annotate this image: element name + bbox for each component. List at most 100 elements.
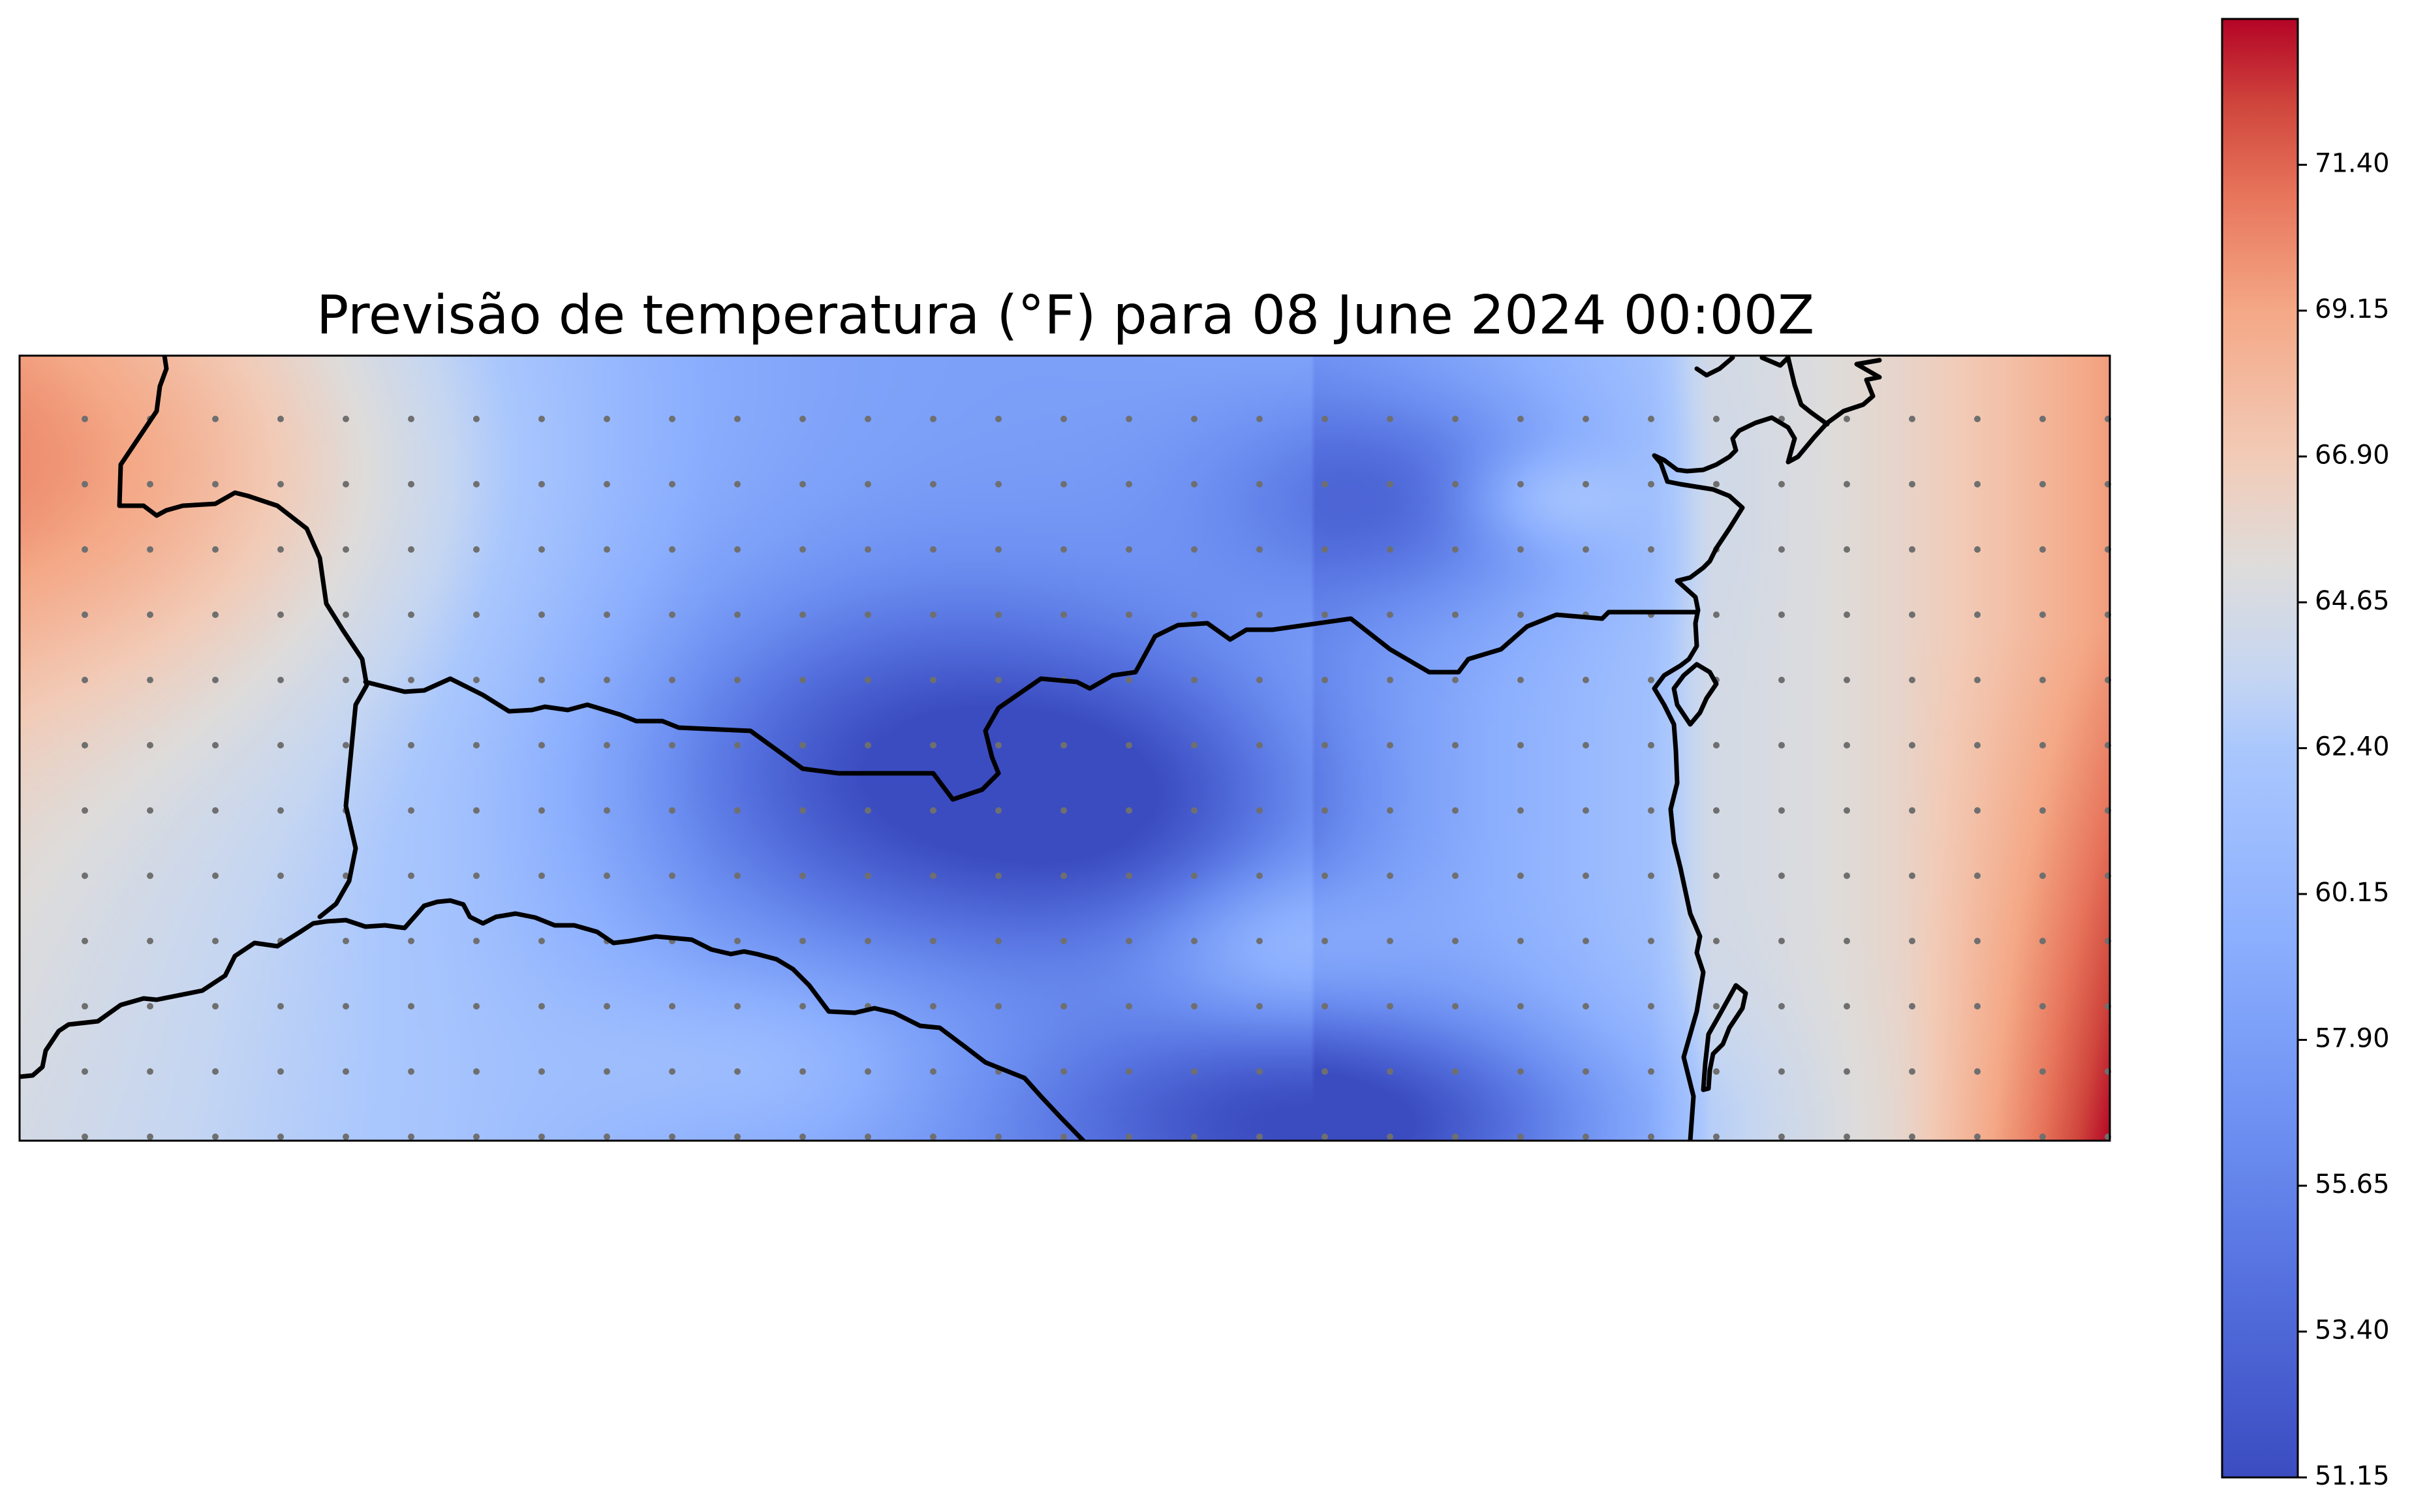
- grid-point: [82, 481, 88, 487]
- grid-point: [1778, 611, 1785, 618]
- grid-point: [1909, 611, 1915, 618]
- grid-point: [343, 872, 349, 879]
- grid-point: [865, 807, 871, 814]
- grid-point: [799, 742, 806, 748]
- colorbar-ticks: 51.15 53.40 55.65 57.90 60.15 62.40 64.65 66.90…: [2298, 149, 2390, 1491]
- grid-point: [604, 872, 610, 879]
- grid-point: [1517, 807, 1524, 814]
- grid-point: [212, 611, 219, 618]
- grid-point: [1452, 416, 1459, 422]
- grid-point: [2039, 546, 2046, 553]
- grid-point: [82, 742, 88, 748]
- map-title: Previsão de temperatura (°F) para 08 Jun…: [316, 285, 1815, 347]
- grid-point: [1844, 677, 1850, 683]
- grid-point: [343, 416, 349, 422]
- grid-point: [1060, 481, 1067, 487]
- grid-point: [930, 1134, 936, 1140]
- grid-point: [408, 416, 414, 422]
- grid-point: [473, 872, 480, 879]
- grid-point: [408, 872, 414, 879]
- grid-point: [1778, 1068, 1785, 1075]
- grid-point: [343, 611, 349, 618]
- grid-point: [1583, 938, 1589, 944]
- grid-point: [212, 416, 219, 422]
- grid-point: [147, 742, 153, 748]
- grid-point: [1583, 872, 1589, 879]
- grid-point: [2039, 1068, 2046, 1075]
- grid-point: [343, 546, 349, 553]
- grid-point: [277, 1003, 284, 1010]
- grid-point: [1844, 872, 1850, 879]
- grid-point: [865, 416, 871, 422]
- grid-point: [1778, 1003, 1785, 1010]
- grid-point: [1517, 611, 1524, 618]
- grid-point: [538, 1003, 545, 1010]
- grid-point: [799, 807, 806, 814]
- grid-point: [1909, 1134, 1915, 1140]
- grid-point: [1322, 872, 1328, 879]
- grid-point: [343, 938, 349, 944]
- grid-point: [1909, 677, 1915, 683]
- grid-point: [1387, 938, 1393, 944]
- grid-point: [669, 677, 675, 683]
- grid-point: [1060, 1134, 1067, 1140]
- grid-point: [865, 742, 871, 748]
- grid-point: [473, 677, 480, 683]
- grid-point: [995, 1134, 1002, 1140]
- grid-point: [1322, 677, 1328, 683]
- grid-point: [408, 611, 414, 618]
- grid-point: [2039, 742, 2046, 748]
- grid-point: [1778, 677, 1785, 683]
- grid-point: [930, 938, 936, 944]
- grid-point: [1256, 546, 1263, 553]
- grid-point: [2039, 677, 2046, 683]
- grid-point: [1060, 1003, 1067, 1010]
- grid-point: [1713, 1134, 1720, 1140]
- grid-point: [1909, 481, 1915, 487]
- colorbar-ramp: [2221, 18, 2299, 1479]
- grid-point: [1778, 1134, 1785, 1140]
- grid-point: [1778, 872, 1785, 879]
- grid-point: [473, 1134, 480, 1140]
- grid-point: [538, 1068, 545, 1075]
- grid-point: [1126, 742, 1132, 748]
- grid-point: [343, 742, 349, 748]
- grid-point: [865, 481, 871, 487]
- grid-point: [1387, 546, 1393, 553]
- grid-point: [1452, 807, 1459, 814]
- grid-point: [1648, 546, 1654, 553]
- grid-point: [995, 938, 1002, 944]
- grid-point: [995, 416, 1002, 422]
- grid-point: [995, 546, 1002, 553]
- grid-point: [538, 807, 545, 814]
- grid-point: [82, 1068, 88, 1075]
- grid-point: [82, 611, 88, 618]
- grid-point: [604, 1134, 610, 1140]
- grid-point: [2039, 611, 2046, 618]
- grid-point: [473, 807, 480, 814]
- grid-point: [604, 1068, 610, 1075]
- grid-point: [1060, 872, 1067, 879]
- grid-point: [865, 677, 871, 683]
- grid-point: [1713, 1003, 1720, 1010]
- grid-point: [1256, 677, 1263, 683]
- island-south: [1701, 983, 1748, 1092]
- grid-point: [538, 872, 545, 879]
- grid-point: [734, 1003, 741, 1010]
- grid-point: [408, 1003, 414, 1010]
- grid-point: [1256, 807, 1263, 814]
- grid-point: [1191, 1068, 1198, 1075]
- grid-point: [799, 481, 806, 487]
- grid-point: [995, 481, 1002, 487]
- coastlines-borders: [20, 356, 1882, 1141]
- grid-point: [1322, 807, 1328, 814]
- colorbar-tick-label: 64.65: [2315, 586, 2390, 616]
- grid-point: [1060, 807, 1067, 814]
- grid-point: [1256, 416, 1263, 422]
- grid-point: [212, 872, 219, 879]
- grid-point: [1191, 481, 1198, 487]
- grid-point: [1256, 1068, 1263, 1075]
- grid-point: [734, 807, 741, 814]
- grid-point: [408, 481, 414, 487]
- grid-point: [1844, 1134, 1850, 1140]
